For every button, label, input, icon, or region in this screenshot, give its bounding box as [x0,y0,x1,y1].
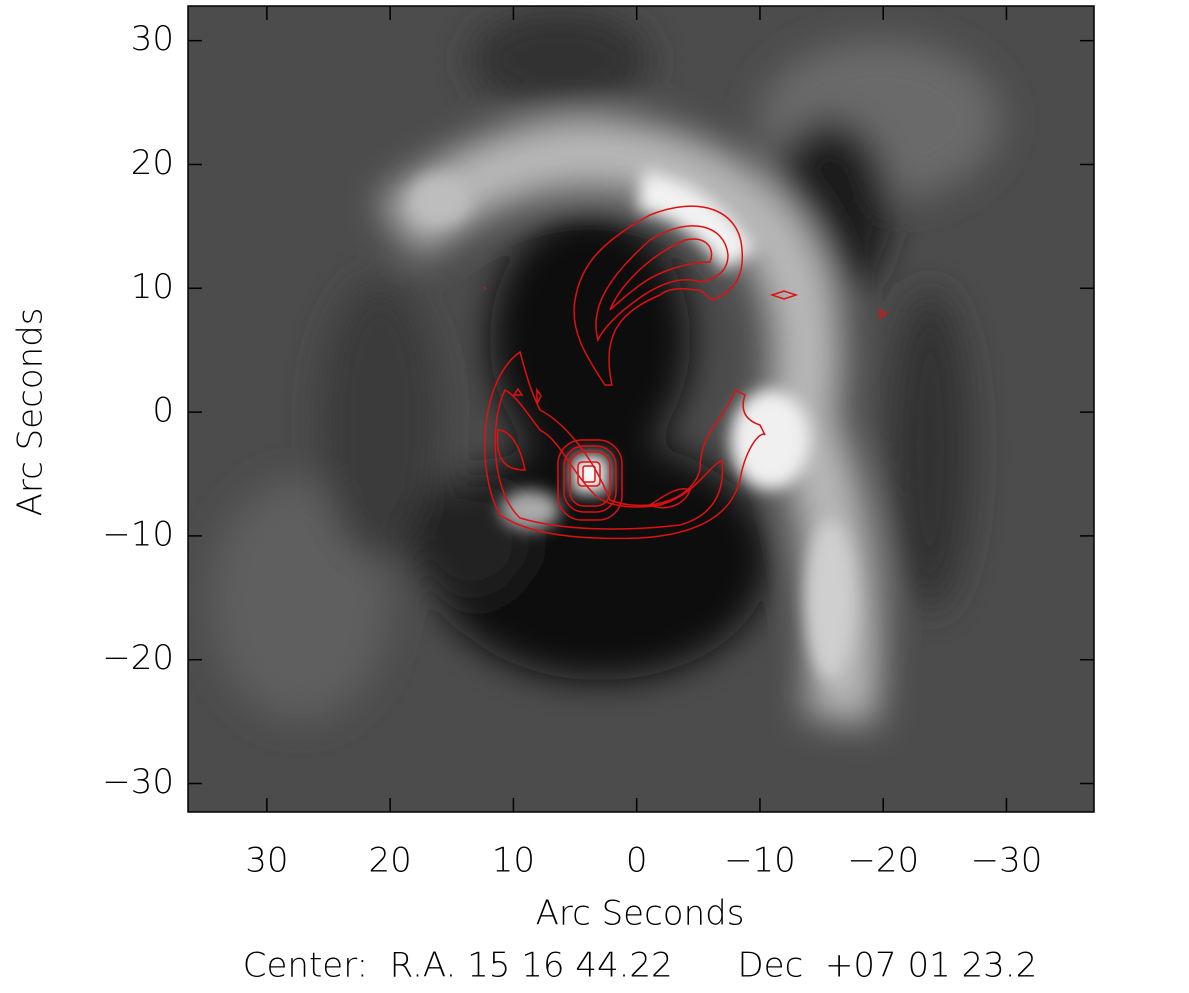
x-tick-label: 0 [626,841,648,881]
x-tick-label: −30 [971,841,1043,881]
y-tick-label: 10 [131,267,174,307]
y-tick-label: 20 [131,143,174,183]
y-tick-label: −30 [102,762,174,802]
y-tick-label: −20 [102,638,174,678]
image [188,6,1094,812]
x-tick-label: −20 [847,841,919,881]
y-axis-label: Arc Seconds [11,308,51,517]
x-axis-label: Arc Seconds [536,894,745,934]
y-tick-label: 0 [152,391,174,431]
y-tick-label: 30 [131,19,174,59]
y-tick-label: −10 [102,514,174,554]
x-tick-label: 20 [369,841,412,881]
contours [483,205,888,540]
footer: Center: R.A. 15 16 44.22 Dec +07 01 23.2 [243,946,1037,986]
x-tick-label: −10 [724,841,796,881]
x-tick-label: 10 [492,841,535,881]
plot-frame [187,5,1095,813]
x-tick-label: 30 [245,841,288,881]
